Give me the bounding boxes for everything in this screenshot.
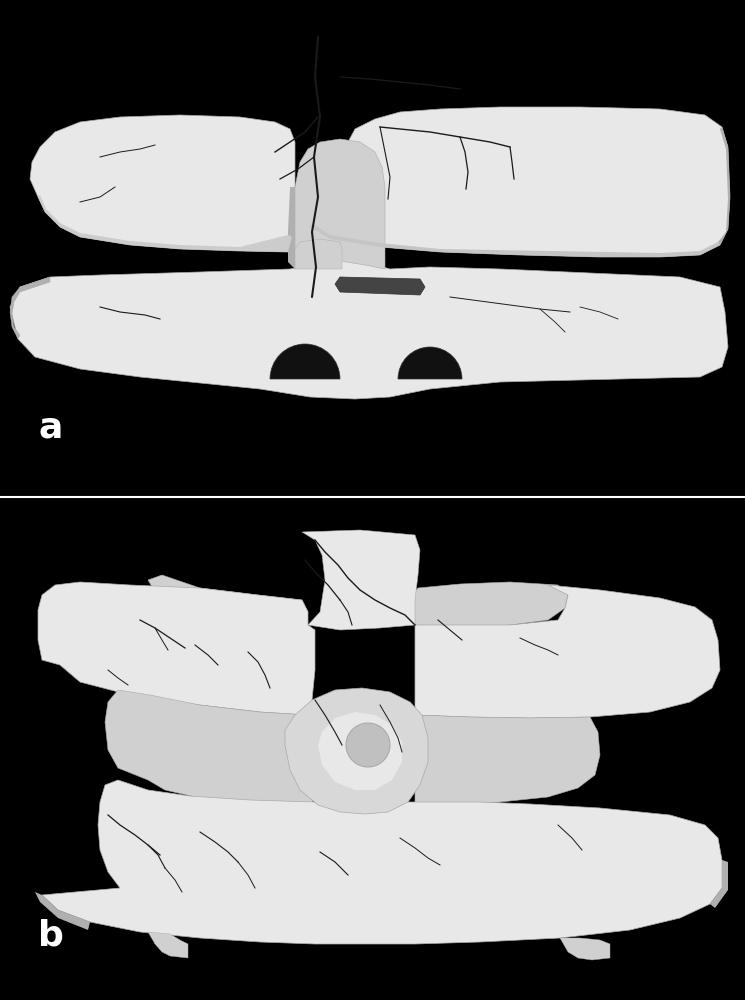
Polygon shape [710, 860, 728, 908]
Polygon shape [148, 932, 188, 958]
Polygon shape [148, 575, 308, 625]
Polygon shape [310, 107, 730, 257]
Polygon shape [10, 277, 50, 339]
Polygon shape [310, 223, 720, 257]
Polygon shape [105, 690, 315, 804]
Polygon shape [415, 715, 600, 804]
Wedge shape [398, 347, 462, 379]
Polygon shape [285, 688, 428, 814]
Polygon shape [295, 239, 342, 269]
Polygon shape [335, 277, 425, 295]
Polygon shape [295, 139, 385, 269]
Polygon shape [718, 127, 730, 245]
Polygon shape [42, 780, 722, 944]
Polygon shape [560, 938, 610, 960]
Text: a: a [38, 410, 63, 444]
Polygon shape [346, 723, 390, 767]
Polygon shape [38, 582, 315, 715]
Polygon shape [288, 187, 295, 269]
Polygon shape [10, 259, 728, 399]
Polygon shape [302, 530, 420, 630]
Polygon shape [415, 585, 720, 718]
Polygon shape [35, 892, 90, 930]
Polygon shape [30, 115, 295, 252]
Polygon shape [318, 712, 402, 790]
Wedge shape [270, 344, 340, 379]
Polygon shape [38, 195, 292, 252]
Polygon shape [408, 582, 568, 627]
Text: b: b [38, 918, 64, 952]
